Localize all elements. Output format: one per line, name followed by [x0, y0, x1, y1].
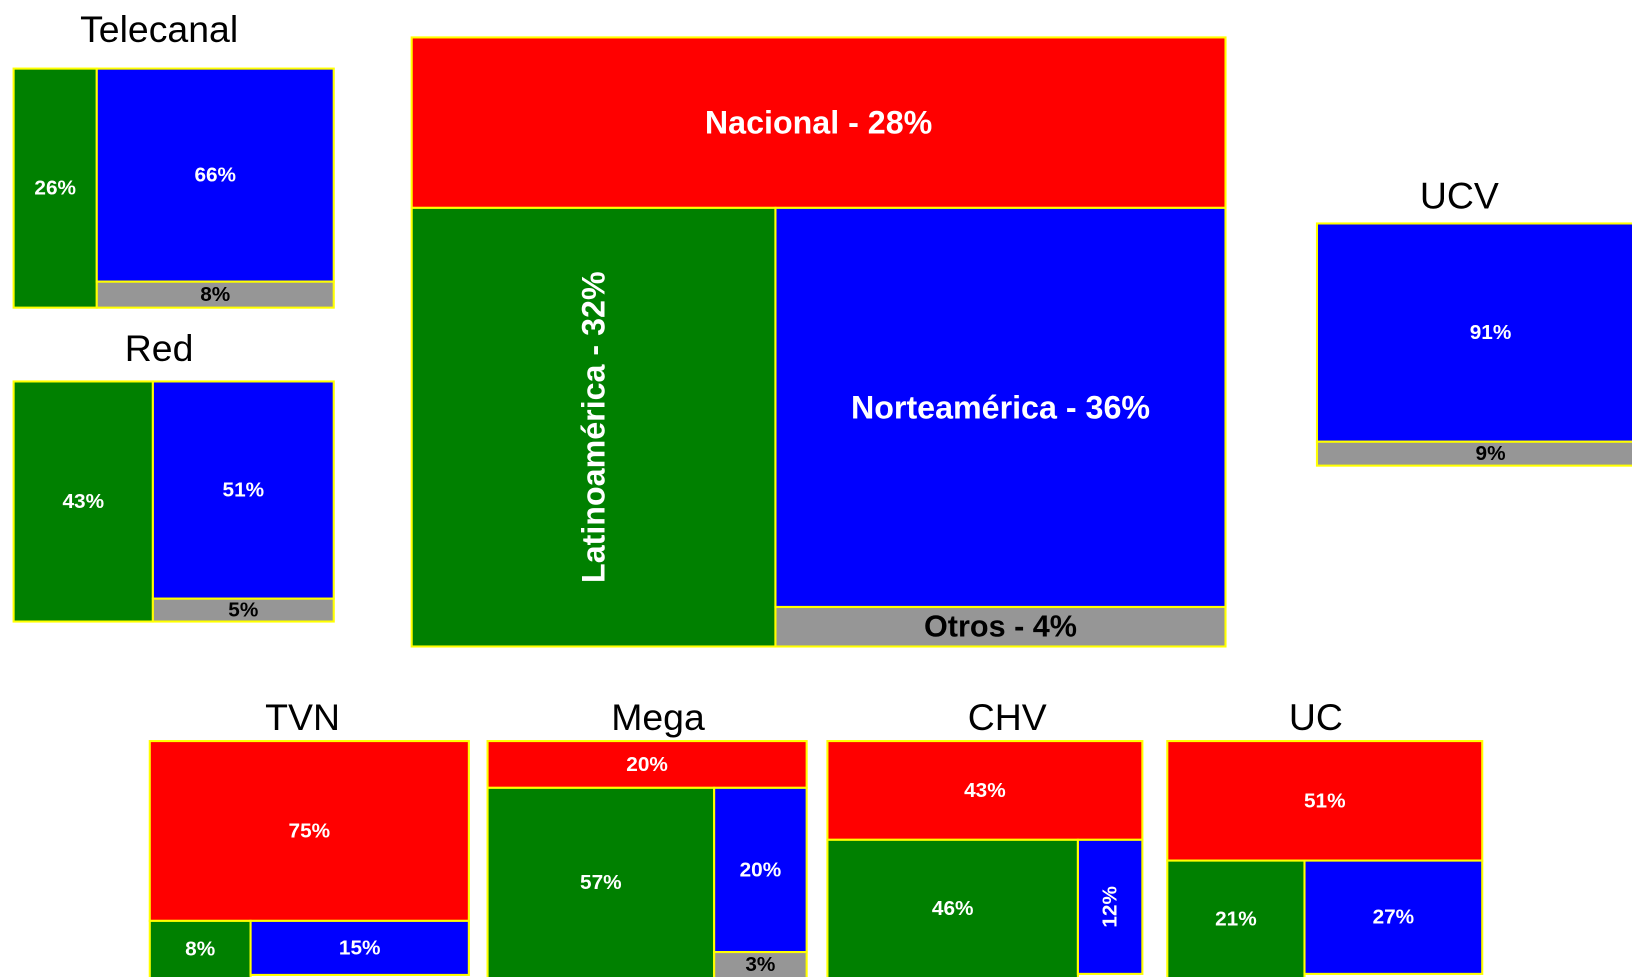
tile-label: 43% — [964, 779, 1006, 802]
treemap-tile — [1303, 859, 1484, 975]
chart-title: Mega — [611, 696, 705, 738]
tile-label: 3% — [745, 953, 775, 976]
chart-title: CHV — [968, 696, 1047, 738]
tile-label: Latinoamérica - 32% — [576, 271, 612, 583]
treemap-tile — [148, 919, 252, 977]
treemap-tile — [774, 206, 1227, 609]
tile-label: 8% — [200, 283, 230, 306]
tile-label: Norteamérica - 36% — [851, 389, 1150, 425]
tile-label: 20% — [626, 753, 668, 776]
treemap-tile — [249, 919, 470, 976]
treemap-tile — [1076, 838, 1144, 975]
treemap-tile — [1166, 859, 1306, 977]
tile-label: 66% — [194, 164, 236, 187]
treemap-tile — [95, 280, 335, 309]
treemap-tile — [774, 605, 1227, 648]
treemap-tile — [486, 786, 716, 977]
tile-label: 15% — [339, 936, 381, 959]
treemap-tile — [713, 786, 808, 954]
tile-label: 20% — [740, 858, 782, 881]
chart-title: Red — [125, 327, 194, 369]
tile-label: 27% — [1373, 906, 1415, 929]
tile-label: 12% — [1099, 886, 1122, 928]
treemap-tile — [826, 838, 1079, 977]
treemap-tile — [1166, 740, 1484, 862]
tile-label: 26% — [34, 177, 76, 200]
treemap-tile — [151, 380, 335, 600]
tile-label: 91% — [1470, 321, 1512, 344]
tile-label: Otros - 4% — [924, 610, 1077, 644]
treemap-tile — [95, 67, 335, 283]
chart-title: TVN — [265, 696, 340, 738]
treemap-tile — [486, 740, 808, 789]
tile-label: 46% — [932, 897, 974, 920]
treemap-tile — [1315, 440, 1632, 467]
tile-label: 9% — [1476, 442, 1506, 465]
treemap-tile — [12, 380, 154, 623]
tile-label: 51% — [223, 479, 265, 502]
treemap-tile — [148, 740, 470, 922]
tile-label: 8% — [185, 937, 215, 960]
treemap-tile — [713, 951, 808, 977]
treemap-tile — [826, 740, 1144, 841]
tile-label: 51% — [1304, 789, 1346, 812]
tile-label: 43% — [62, 490, 104, 513]
tile-label: 21% — [1215, 907, 1257, 930]
treemap-tile — [151, 597, 335, 623]
tile-label: Nacional - 28% — [705, 105, 932, 141]
treemap-tile — [1315, 222, 1632, 443]
chart-title: UC — [1289, 696, 1343, 738]
tile-label: 57% — [580, 871, 622, 894]
tile-label: 5% — [228, 599, 258, 622]
chart-title: UCV — [1420, 174, 1499, 216]
treemap-tile — [410, 206, 777, 648]
chart-title: Telecanal — [80, 8, 238, 50]
tile-label: 75% — [289, 819, 331, 842]
treemap-tile — [12, 67, 98, 309]
